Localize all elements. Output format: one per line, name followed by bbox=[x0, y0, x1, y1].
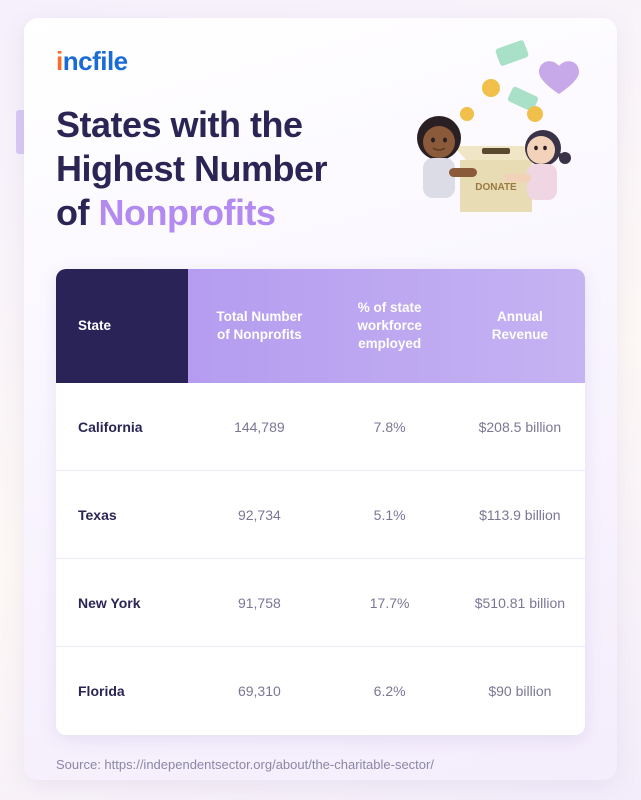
cell-workforce: 17.7% bbox=[325, 559, 455, 646]
cell-workforce: 5.1% bbox=[325, 471, 455, 558]
col-state: State bbox=[56, 269, 194, 384]
col-total: Total Number of Nonprofits bbox=[194, 269, 324, 384]
title-highlight: Nonprofits bbox=[98, 192, 275, 233]
cell-workforce: 7.8% bbox=[325, 383, 455, 470]
title-line-3-prefix: of bbox=[56, 192, 98, 233]
cell-total: 92,734 bbox=[194, 471, 324, 558]
cell-revenue: $113.9 billion bbox=[455, 471, 585, 558]
cell-revenue: $510.81 billion bbox=[455, 559, 585, 646]
source-text: Source: https://independentsector.org/ab… bbox=[56, 757, 585, 772]
col-workforce: % of state workforce employed bbox=[325, 269, 455, 384]
info-card: incfile States with the Highest Number o… bbox=[24, 18, 617, 780]
table-header: State Total Number of Nonprofits % of st… bbox=[56, 269, 585, 384]
title-line-2: Highest Number bbox=[56, 148, 327, 189]
logo-dot: i bbox=[56, 46, 63, 76]
table-row: California 144,789 7.8% $208.5 billion bbox=[56, 383, 585, 471]
nonprofits-table: State Total Number of Nonprofits % of st… bbox=[56, 269, 585, 736]
cell-revenue: $90 billion bbox=[455, 647, 585, 735]
cell-revenue: $208.5 billion bbox=[455, 383, 585, 470]
cell-workforce: 6.2% bbox=[325, 647, 455, 735]
cell-state: Texas bbox=[56, 471, 194, 558]
logo-text: ncfile bbox=[63, 46, 128, 76]
table-row: New York 91,758 17.7% $510.81 billion bbox=[56, 559, 585, 647]
title-line-1: States with the bbox=[56, 104, 303, 145]
table-body: California 144,789 7.8% $208.5 billion T… bbox=[56, 383, 585, 735]
svg-text:DONATE: DONATE bbox=[475, 182, 517, 193]
cell-total: 144,789 bbox=[194, 383, 324, 470]
table-row: Florida 69,310 6.2% $90 billion bbox=[56, 647, 585, 735]
cell-state: Florida bbox=[56, 647, 194, 735]
cell-total: 91,758 bbox=[194, 559, 324, 646]
cell-total: 69,310 bbox=[194, 647, 324, 735]
donation-illustration: DONATE bbox=[349, 36, 599, 236]
cell-state: New York bbox=[56, 559, 194, 646]
cell-state: California bbox=[56, 383, 194, 470]
table-row: Texas 92,734 5.1% $113.9 billion bbox=[56, 471, 585, 559]
col-revenue: Annual Revenue bbox=[455, 269, 585, 384]
